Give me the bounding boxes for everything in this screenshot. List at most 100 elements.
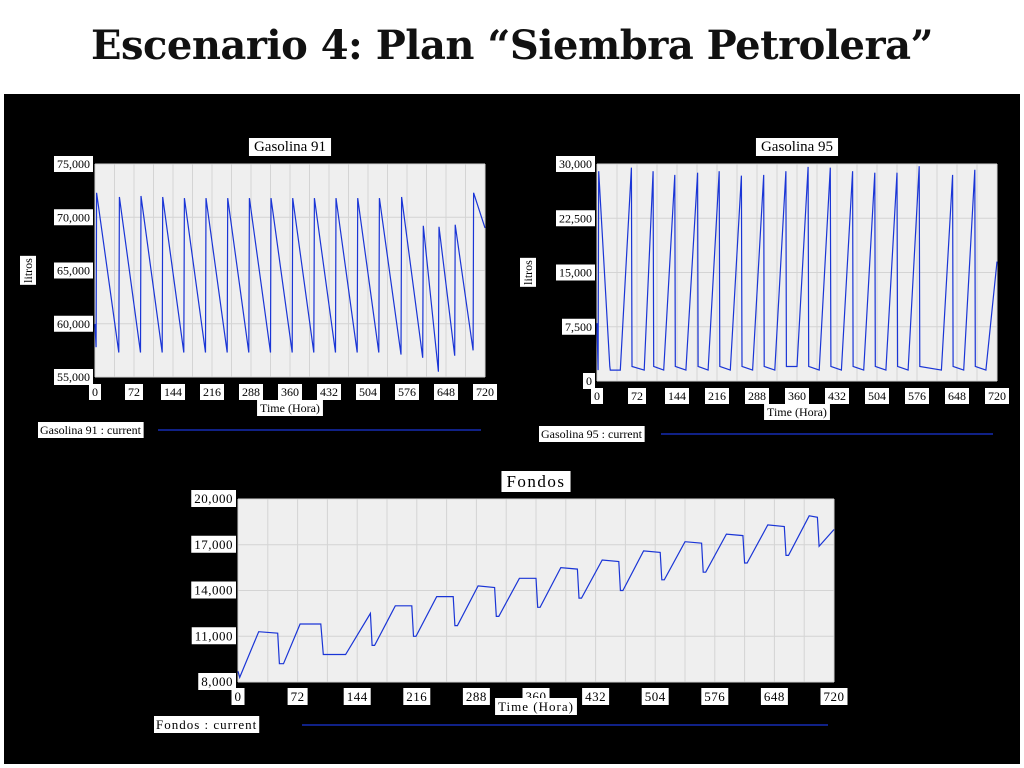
x-tick-label: 144	[347, 689, 368, 704]
label-box	[665, 388, 689, 404]
chart-title: Gasolina 95	[761, 139, 833, 155]
x-tick-label: 720	[988, 389, 1006, 403]
x-tick-label: 648	[437, 385, 455, 399]
x-tick-label: 432	[320, 385, 338, 399]
label-box	[825, 388, 849, 404]
label-box	[473, 384, 497, 400]
y-tick-label: 7,500	[565, 320, 592, 334]
y-axis-label: litros	[21, 258, 35, 283]
label-box	[556, 210, 595, 227]
y-tick-label: 15,000	[559, 266, 592, 280]
label-box	[785, 388, 809, 404]
x-axis-label: Time (Hora)	[498, 699, 574, 714]
label-box	[539, 426, 645, 442]
label-box	[905, 388, 929, 404]
x-tick-label: 216	[203, 385, 221, 399]
label-box	[54, 369, 93, 385]
label-box	[89, 384, 101, 400]
x-tick-label: 216	[406, 689, 427, 704]
label-box	[54, 156, 93, 172]
series-line-gasolina95	[596, 166, 998, 371]
label-box	[641, 688, 669, 705]
y-tick-label: 55,000	[57, 370, 90, 384]
x-tick-label: 720	[476, 385, 494, 399]
slide-title: Escenario 4: Plan “Siembra Petrolera”	[91, 22, 934, 69]
x-tick-label: 504	[868, 389, 886, 403]
label-box	[191, 490, 236, 507]
label-box	[755, 138, 839, 156]
x-tick-label: 72	[631, 389, 643, 403]
label-box	[38, 422, 144, 438]
series-line-gasolina91	[94, 192, 486, 372]
label-box	[462, 688, 490, 705]
x-tick-label: 72	[128, 385, 140, 399]
label-box	[745, 388, 769, 404]
label-box	[705, 388, 729, 404]
y-tick-label: 30,000	[559, 157, 592, 171]
label-box	[403, 688, 431, 705]
y-tick-label: 70,000	[57, 210, 90, 224]
y-tick-label: 20,000	[194, 491, 233, 506]
label-box	[582, 688, 610, 705]
x-tick-label: 648	[764, 689, 785, 704]
label-box	[154, 716, 260, 733]
x-tick-label: 504	[645, 689, 666, 704]
label-box	[945, 388, 969, 404]
x-tick-label: 0	[92, 385, 98, 399]
x-tick-label: 216	[708, 389, 726, 403]
y-tick-label: 17,000	[194, 537, 233, 552]
x-tick-label: 288	[242, 385, 260, 399]
x-tick-label: 360	[281, 385, 299, 399]
label-box	[125, 384, 143, 400]
x-tick-label: 144	[668, 389, 686, 403]
x-axis-label: Time (Hora)	[260, 401, 320, 415]
y-tick-label: 14,000	[194, 583, 233, 598]
label-box	[257, 400, 323, 416]
x-tick-label: 288	[466, 689, 487, 704]
label-box	[356, 384, 380, 400]
y-tick-label: 11,000	[195, 628, 233, 643]
label-box	[434, 384, 458, 400]
x-tick-label: 144	[164, 385, 182, 399]
x-tick-label: 576	[908, 389, 926, 403]
label-box	[54, 262, 93, 279]
label-box	[628, 388, 646, 404]
label-box	[198, 673, 236, 690]
chart-title: Gasolina 91	[254, 139, 326, 155]
label-box	[239, 384, 263, 400]
x-tick-label: 576	[704, 689, 725, 704]
label-box	[865, 388, 889, 404]
x-tick-label: 504	[359, 385, 377, 399]
label-box	[701, 688, 729, 705]
label-box	[760, 688, 788, 705]
label-box	[501, 471, 571, 492]
label-box	[820, 688, 848, 705]
label-box	[20, 255, 36, 285]
label-box	[191, 581, 236, 599]
label-box	[317, 384, 341, 400]
label-box	[764, 404, 830, 420]
label-box	[278, 384, 302, 400]
label-box	[191, 627, 236, 645]
y-tick-label: 8,000	[201, 674, 233, 689]
label-box	[562, 318, 595, 335]
label-box	[591, 388, 603, 404]
x-tick-label: 720	[824, 689, 845, 704]
y-tick-label: 60,000	[57, 317, 90, 331]
label-box	[191, 535, 236, 553]
x-tick-label: 0	[235, 689, 242, 704]
label-box	[200, 384, 224, 400]
y-tick-label: 22,500	[559, 211, 592, 225]
label-box	[248, 138, 332, 156]
label-box	[343, 688, 371, 705]
x-tick-label: 576	[398, 385, 416, 399]
label-box	[495, 698, 577, 715]
x-tick-label: 288	[748, 389, 766, 403]
label-box	[231, 688, 245, 705]
label-box	[54, 209, 93, 226]
label-box	[556, 156, 595, 172]
label-box	[985, 388, 1009, 404]
